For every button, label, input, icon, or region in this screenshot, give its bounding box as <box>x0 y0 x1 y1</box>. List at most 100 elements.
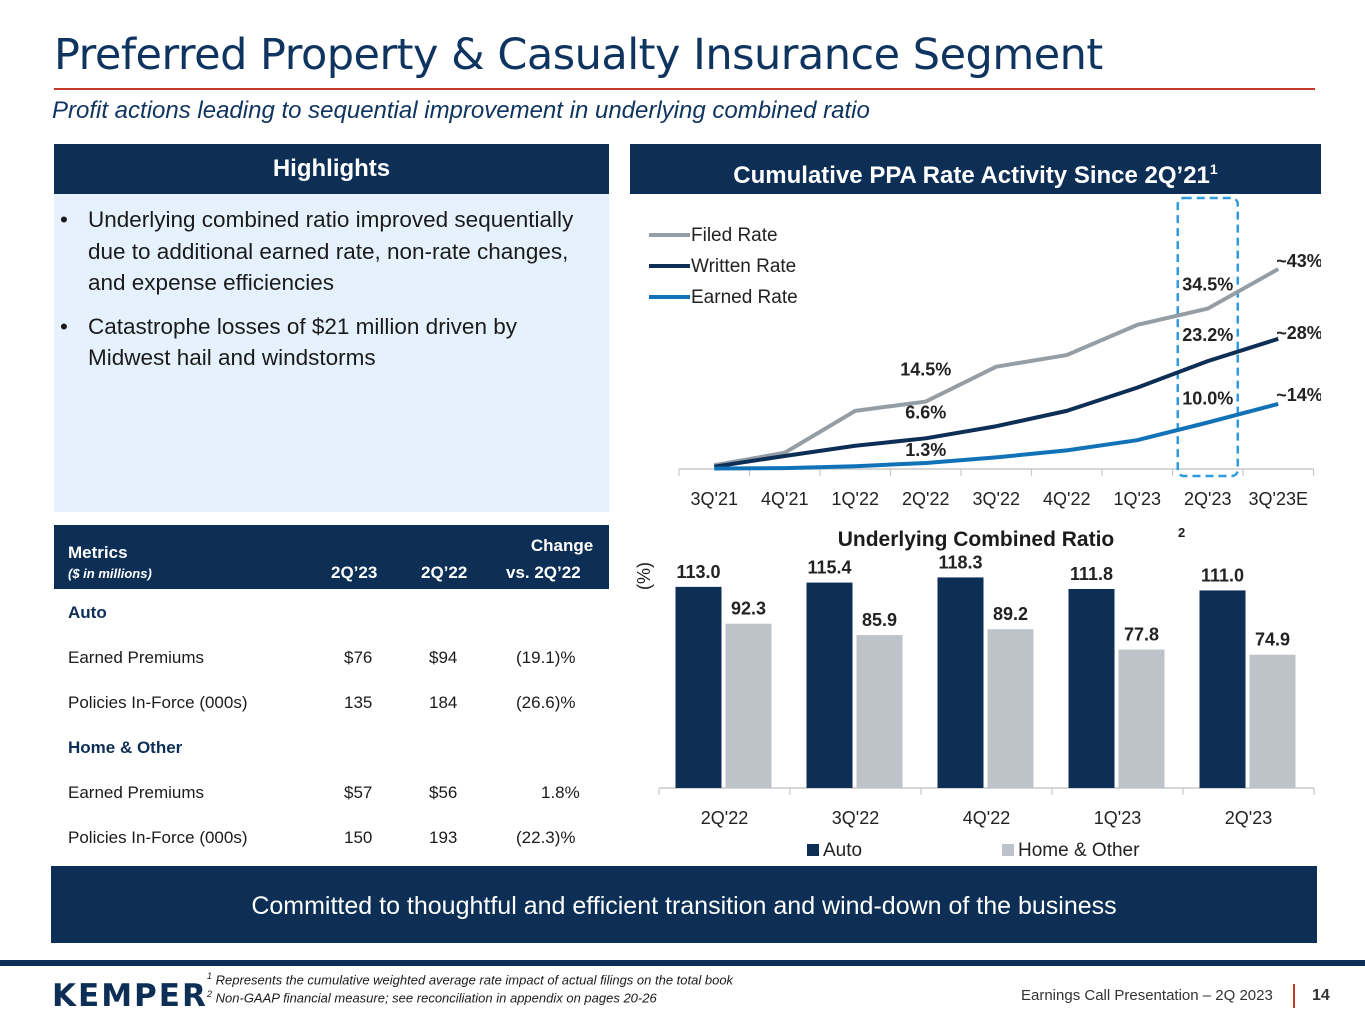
y-axis-label: (%) <box>634 562 654 590</box>
footnote-1-marker: 1 <box>207 971 213 981</box>
data-label: 111.0 <box>1201 565 1244 585</box>
kemper-logo: KEMPER <box>52 978 208 1014</box>
row-label: Policies In-Force (000s) <box>68 693 248 712</box>
x-tick-label: 4Q'22 <box>963 808 1010 828</box>
bar-home-other <box>987 629 1034 788</box>
chart-title-footnote-marker: 2 <box>1178 525 1185 540</box>
point-label: 34.5% <box>1182 275 1233 295</box>
data-label: 77.8 <box>1124 625 1159 645</box>
highlight-item: • Catastrophe losses of $21 million drive… <box>60 311 595 374</box>
highlights-list: • Underlying combined ratio improved sequ… <box>54 194 609 374</box>
footnote-1-text: Represents the cumulative weighted avera… <box>215 972 734 988</box>
row-value-2q23: $76 <box>344 648 373 667</box>
series-line-written-rate <box>713 336 1279 469</box>
legend-label: Filed Rate <box>691 225 778 246</box>
footnote-2-text: Non-GAAP financial measure; see reconcil… <box>215 990 657 1006</box>
table-row: Earned Premiums $76 $94 (19.1)% <box>54 634 609 679</box>
data-label: 74.9 <box>1255 630 1290 650</box>
row-label: Policies In-Force (000s) <box>68 828 248 847</box>
legend-label: Auto <box>823 840 862 861</box>
row-change: (22.3)% <box>516 828 576 847</box>
row-change: 1.8% <box>541 783 580 802</box>
metrics-col-change-1: Change <box>530 536 594 555</box>
metrics-col-change-2: vs. 2Q’22 <box>506 563 581 582</box>
chart-title: Underlying Combined Ratio <box>838 528 1115 551</box>
row-value-2q23: 150 <box>344 828 373 847</box>
bar-auto <box>806 582 853 788</box>
x-tick-label: 2Q'22 <box>902 489 949 509</box>
legend-swatch <box>807 844 819 856</box>
combined-ratio-bar-chart: Underlying Combined Ratio 2 (%) 113.0 92.3 2Q… <box>634 525 1315 861</box>
row-value-2q23: 135 <box>344 693 373 712</box>
bar-home-other <box>856 635 903 788</box>
ppa-rate-line-chart: 3Q'21 4Q'21 1Q'22 2Q'22 3Q'22 4Q'22 1Q'23 2Q'23… <box>649 196 1321 509</box>
bullet-icon: • <box>60 313 68 339</box>
row-label: Earned Premiums <box>68 648 205 667</box>
ppa-rate-header: Cumulative PPA Rate Activity Since 2Q’21… <box>630 144 1321 194</box>
point-label: ~43% <box>1276 251 1321 271</box>
table-row: Earned Premiums $57 $56 1.8% <box>54 769 609 814</box>
point-label: 6.6% <box>905 402 946 422</box>
metrics-section-row: Auto <box>54 589 609 634</box>
footnote-1: 1 Represents the cumulative weighted ave… <box>207 971 733 987</box>
x-tick-label: 2Q'22 <box>701 808 748 828</box>
row-change: (26.6)% <box>516 693 576 712</box>
x-tick-label: 2Q'23 <box>1184 489 1231 509</box>
highlight-text: Catastrophe losses of $21 million driven… <box>88 313 517 371</box>
bar-home-other <box>1249 654 1296 788</box>
row-label: Earned Premiums <box>68 783 205 802</box>
metrics-col-2q23: 2Q’23 <box>331 563 378 582</box>
point-label: 10.0% <box>1182 389 1233 409</box>
data-label: 89.2 <box>993 604 1028 624</box>
table-row: Policies In-Force (000s) 135 184 (26.6)% <box>54 679 609 724</box>
page-number: 14 <box>1312 987 1330 1004</box>
bullet-icon: • <box>60 207 68 232</box>
highlights-header: Highlights <box>54 144 609 194</box>
footer-band <box>0 960 1365 966</box>
x-tick-label: 1Q'23 <box>1094 808 1141 828</box>
row-value-2q22: $56 <box>429 783 458 802</box>
bar-home-other <box>1118 649 1165 788</box>
row-value-2q22: $94 <box>429 648 458 667</box>
row-change: (19.1)% <box>516 648 576 667</box>
footnote-2-marker: 2 <box>207 989 213 999</box>
data-label: 115.4 <box>807 558 851 578</box>
footer-label: Earnings Call Presentation – 2Q 2023 <box>1021 987 1273 1004</box>
x-tick-label: 3Q'22 <box>973 489 1020 509</box>
title-underline <box>54 88 1315 90</box>
point-label: ~14% <box>1276 385 1321 405</box>
ppa-header-text: Cumulative PPA Rate Activity Since 2Q’21 <box>733 162 1210 189</box>
x-tick-label: 4Q'22 <box>1043 489 1090 509</box>
metrics-section-row: Home & Other <box>54 724 609 769</box>
x-tick-label: 4Q'21 <box>761 489 808 509</box>
bar-home-other <box>725 623 772 788</box>
metrics-table: Metrics ($ in millions) 2Q’23 2Q’22 Chan… <box>54 525 609 859</box>
section-label: Home & Other <box>68 738 183 757</box>
legend-swatch <box>1002 844 1014 856</box>
x-tick-label: 2Q'23 <box>1225 808 1272 828</box>
metrics-col-2q22: 2Q’22 <box>421 563 468 582</box>
row-value-2q22: 184 <box>429 693 458 712</box>
ppa-header-footnote-marker: 1 <box>1209 161 1218 177</box>
page-subtitle: Profit actions leading to sequential imp… <box>52 97 870 124</box>
data-label: 113.0 <box>676 562 720 582</box>
row-value-2q22: 193 <box>429 828 458 847</box>
metrics-table-header: Metrics ($ in millions) 2Q’23 2Q’22 Chan… <box>54 525 609 589</box>
data-label: 92.3 <box>731 599 766 619</box>
metrics-col-label: Metrics <box>68 543 128 562</box>
bar-auto <box>1199 590 1246 788</box>
data-label: 85.9 <box>862 610 897 630</box>
x-tick-label: 3Q'23E <box>1249 489 1308 509</box>
legend-label: Earned Rate <box>691 287 798 308</box>
point-label: 23.2% <box>1182 325 1233 345</box>
footnote-2: 2 Non-GAAP financial measure; see reconc… <box>207 989 657 1005</box>
point-label: 14.5% <box>900 360 951 380</box>
data-label: 111.8 <box>1070 564 1113 584</box>
x-tick-label: 1Q'23 <box>1114 489 1161 509</box>
x-tick-label: 1Q'22 <box>832 489 879 509</box>
series-line-earned-rate <box>714 401 1279 471</box>
section-label: Auto <box>68 603 107 622</box>
bar-auto <box>675 586 722 788</box>
table-row: Policies In-Force (000s) 150 193 (22.3)% <box>54 814 609 859</box>
data-label: 118.3 <box>938 552 982 572</box>
